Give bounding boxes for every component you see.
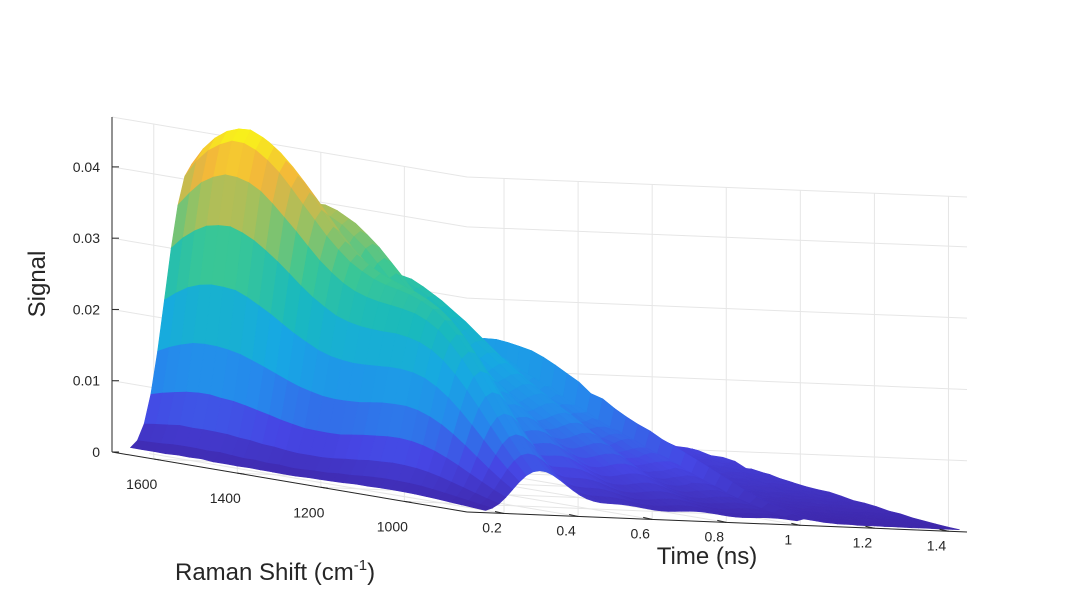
y-tick-label: 0.8	[705, 528, 725, 544]
z-tick-label: 0	[92, 444, 100, 460]
y-tick-label: 1.2	[853, 534, 873, 550]
y-tick-label: 0.2	[482, 519, 502, 535]
y-tick-mark	[569, 513, 579, 517]
y-tick-mark	[717, 519, 727, 523]
y-tick-label: 0.6	[630, 525, 650, 541]
z-tick-label: 0.01	[73, 373, 100, 389]
z-tick-label: 0.03	[73, 230, 100, 246]
y-tick-label: 0.4	[556, 522, 576, 538]
x-axis-label-main: Raman Shift (cm	[175, 559, 354, 586]
y-tick-mark	[494, 510, 505, 514]
axes	[111, 117, 968, 533]
x-tick-label: 1200	[293, 504, 324, 520]
y-tick-label: 1.4	[927, 537, 947, 553]
x-tick-mark	[320, 486, 328, 489]
y-tick-label: 1	[784, 531, 792, 547]
y-tick-mark	[791, 522, 801, 526]
x-tick-label: 1400	[210, 490, 241, 506]
y-axis-line	[466, 511, 968, 533]
y-tick-mark	[865, 525, 875, 529]
y-tick-mark	[939, 528, 949, 532]
y-axis-label: Time (ns)	[657, 543, 757, 570]
x-tick-mark	[237, 472, 245, 475]
grid-line-floor-time	[148, 452, 505, 514]
z-tick-label: 0.02	[73, 301, 100, 317]
y-tick-mark	[643, 516, 653, 520]
x-tick-label: 1600	[126, 476, 157, 492]
surface	[129, 128, 960, 530]
x-axis-label-superscript: -1	[354, 557, 367, 574]
tick-labels: 0 0.01 0.02 0.03 0.04 1600 1400 1200 1000 0.2 0.4 0…	[73, 159, 947, 553]
x-tick-mark	[153, 458, 161, 461]
x-tick-mark	[404, 500, 412, 503]
z-axis-label: Signal	[24, 251, 51, 318]
x-axis-label-close: )	[367, 559, 375, 586]
x-tick-label: 1000	[377, 518, 408, 534]
z-tick-label: 0.04	[73, 159, 100, 175]
x-axis-label: Raman Shift (cm-1)	[175, 557, 375, 586]
surface-patch	[472, 504, 494, 511]
